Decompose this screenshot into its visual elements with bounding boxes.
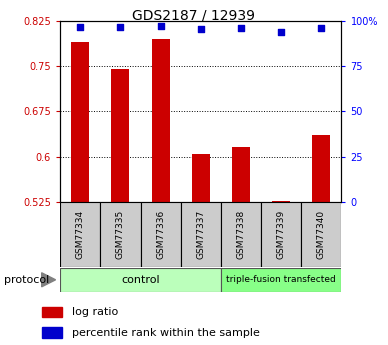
Point bbox=[318, 25, 324, 31]
Point bbox=[278, 30, 284, 35]
Point bbox=[197, 26, 204, 32]
Bar bbox=[312, 136, 331, 202]
Bar bbox=[71, 42, 89, 202]
Text: protocol: protocol bbox=[4, 275, 49, 285]
Text: log ratio: log ratio bbox=[73, 307, 119, 317]
Bar bbox=[60, 268, 221, 292]
Bar bbox=[140, 202, 181, 267]
Text: control: control bbox=[121, 275, 160, 285]
Text: GSM77339: GSM77339 bbox=[277, 210, 286, 259]
Text: GSM77334: GSM77334 bbox=[76, 210, 85, 259]
Bar bbox=[111, 69, 130, 202]
Text: GSM77338: GSM77338 bbox=[236, 210, 246, 259]
Bar bbox=[221, 268, 341, 292]
Bar bbox=[42, 327, 62, 338]
Point bbox=[238, 25, 244, 31]
Point bbox=[77, 24, 83, 30]
Polygon shape bbox=[42, 273, 55, 287]
Text: GSM77336: GSM77336 bbox=[156, 210, 165, 259]
Text: GSM77340: GSM77340 bbox=[317, 210, 326, 259]
Bar bbox=[60, 202, 100, 267]
Bar bbox=[181, 202, 221, 267]
Text: triple-fusion transfected: triple-fusion transfected bbox=[226, 275, 336, 284]
Point bbox=[158, 23, 164, 29]
Bar bbox=[261, 202, 301, 267]
Text: GDS2187 / 12939: GDS2187 / 12939 bbox=[132, 9, 256, 23]
Text: GSM77337: GSM77337 bbox=[196, 210, 205, 259]
Bar bbox=[192, 154, 210, 202]
Bar bbox=[301, 202, 341, 267]
Text: GSM77335: GSM77335 bbox=[116, 210, 125, 259]
Text: percentile rank within the sample: percentile rank within the sample bbox=[73, 327, 260, 337]
Point bbox=[117, 24, 123, 30]
Bar bbox=[272, 201, 290, 202]
Bar bbox=[152, 39, 170, 202]
Bar bbox=[42, 307, 62, 317]
Bar bbox=[100, 202, 140, 267]
Bar bbox=[221, 202, 261, 267]
Bar bbox=[232, 148, 250, 202]
